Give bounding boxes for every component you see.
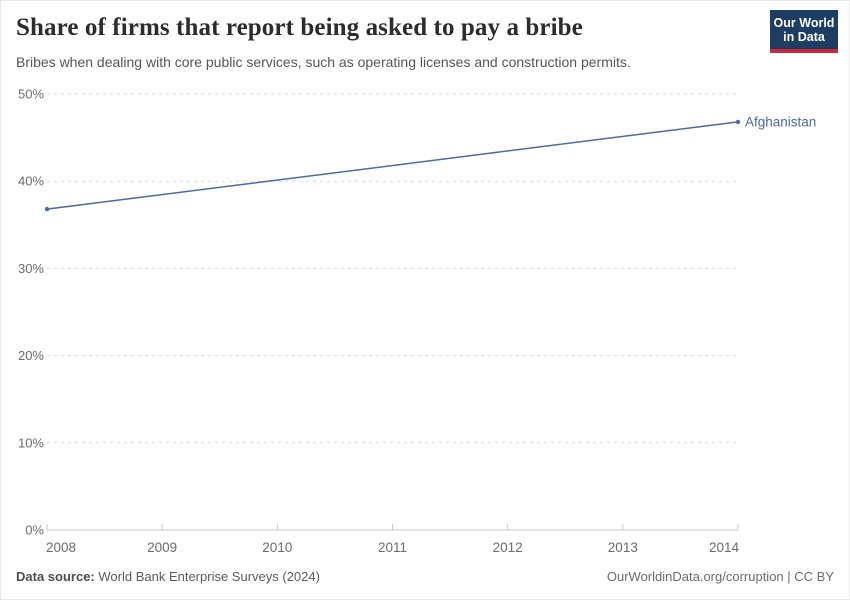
owid-logo[interactable]: Our World in Data <box>770 10 838 53</box>
footer-rights-link[interactable]: OurWorldinData.org/corruption | CC BY <box>606 569 834 584</box>
y-tick-label-50: 50% <box>18 87 44 102</box>
data-source-label: Data source: <box>16 569 95 584</box>
data-point-afghanistan-2008[interactable] <box>44 206 50 212</box>
owid-logo-line1: Our World <box>773 16 835 30</box>
y-tick-label-0: 0% <box>25 523 44 538</box>
data-source-value: World Bank Enterprise Surveys (2024) <box>98 569 320 584</box>
x-tick-label-2010: 2010 <box>262 540 292 555</box>
x-tick-label-2009: 2009 <box>147 540 177 555</box>
x-tick-label-2011: 2011 <box>378 540 407 555</box>
chart-subtitle: Bribes when dealing with core public ser… <box>16 54 631 70</box>
owid-logo-line2: in Data <box>783 30 825 44</box>
data-point-afghanistan-2014[interactable] <box>735 119 741 125</box>
y-tick-label-10: 10% <box>18 435 44 450</box>
chart-footer: Data source: World Bank Enterprise Surve… <box>16 569 834 584</box>
series-line-afghanistan[interactable] <box>46 121 739 210</box>
data-source-line[interactable]: Data source: World Bank Enterprise Surve… <box>16 569 320 584</box>
x-tick-label-2008: 2008 <box>46 540 76 555</box>
x-tick-label-2013: 2013 <box>608 540 638 555</box>
x-tick-label-2014: 2014 <box>709 540 740 555</box>
y-tick-label-30: 30% <box>18 261 44 276</box>
x-tick-label-2012: 2012 <box>493 540 523 555</box>
y-tick-label-20: 20% <box>18 348 44 363</box>
chart-title: Share of firms that report being asked t… <box>16 14 583 41</box>
y-tick-label-40: 40% <box>18 174 44 189</box>
series-label-afghanistan[interactable]: Afghanistan <box>745 114 816 129</box>
